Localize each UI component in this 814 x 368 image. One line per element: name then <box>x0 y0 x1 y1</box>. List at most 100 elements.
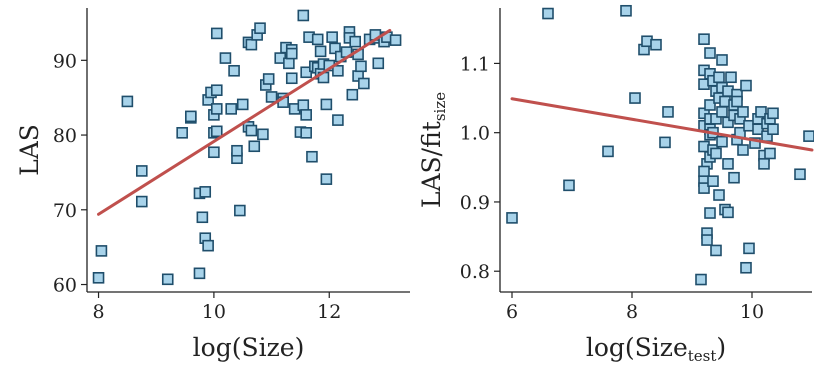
data-point <box>758 158 770 170</box>
data-point <box>283 57 295 70</box>
data-point <box>716 106 728 118</box>
data-point <box>650 38 662 51</box>
x-axis-title: log(Size) <box>193 333 305 362</box>
data-point <box>265 91 278 103</box>
x-tick-label: 6 <box>506 301 518 323</box>
x-tick-label: 8 <box>92 301 104 323</box>
data-point <box>620 4 632 17</box>
x-axis-title-main: log(Size <box>586 333 688 362</box>
data-point <box>332 114 344 126</box>
data-point <box>737 106 749 118</box>
data-point <box>389 34 402 46</box>
x-tick-label: 10 <box>202 301 226 323</box>
data-point <box>346 88 359 101</box>
data-point <box>767 123 779 136</box>
data-point <box>297 99 310 111</box>
y-tick-label: 1.1 <box>460 53 490 75</box>
x-axis-title-subscript: test <box>688 347 717 363</box>
data-point <box>176 127 188 139</box>
data-point <box>716 135 728 148</box>
data-point <box>563 179 575 192</box>
data-point <box>722 158 734 170</box>
y-tick-label: 70 <box>53 200 77 222</box>
data-point <box>358 77 370 90</box>
data-point <box>225 103 237 115</box>
data-point <box>794 168 806 181</box>
y-axis-title: LAS/fitsize <box>417 92 449 208</box>
data-point <box>743 242 755 255</box>
data-point <box>202 239 214 252</box>
data-point <box>306 150 318 163</box>
data-point <box>737 144 749 156</box>
data-point <box>285 47 298 60</box>
data-point <box>731 95 743 108</box>
data-point <box>320 173 333 185</box>
data-point <box>135 165 148 177</box>
data-point <box>300 109 312 121</box>
data-point <box>210 125 223 138</box>
data-point <box>210 84 223 97</box>
data-point <box>722 206 734 219</box>
data-point <box>749 137 761 149</box>
data-point <box>629 92 641 104</box>
data-point <box>245 124 258 137</box>
data-point <box>602 145 614 158</box>
data-point <box>300 66 312 79</box>
fit-line <box>97 28 392 216</box>
data-point <box>248 140 261 153</box>
y-axis-title-main: LAS/fit <box>417 121 446 208</box>
data-point <box>740 79 752 92</box>
data-point <box>231 144 243 157</box>
data-point <box>193 267 206 280</box>
data-point <box>710 244 722 257</box>
data-point <box>542 7 554 20</box>
y-axis-title-subscript: size <box>431 92 449 121</box>
data-point <box>698 182 710 194</box>
data-point <box>257 128 269 141</box>
data-point <box>710 113 722 125</box>
data-point <box>740 261 752 274</box>
y-tick-label: 60 <box>53 275 77 297</box>
data-point <box>219 52 232 64</box>
data-point <box>320 98 333 111</box>
data-point <box>300 127 312 139</box>
data-point <box>698 33 710 45</box>
y-tick-label: 1.0 <box>460 123 490 145</box>
data-point <box>716 54 728 66</box>
fit-line <box>510 97 814 152</box>
data-point <box>234 204 246 217</box>
data-point <box>707 175 719 187</box>
data-point <box>355 60 367 73</box>
x-axis-title-main: log(Size) <box>193 333 305 362</box>
data-point <box>704 47 716 59</box>
data-point <box>349 35 362 48</box>
data-point <box>297 9 310 22</box>
data-point <box>764 147 776 160</box>
data-point <box>326 31 338 43</box>
data-point <box>262 73 275 85</box>
y-axis-title-main: LAS <box>15 124 44 176</box>
data-point <box>728 171 740 184</box>
data-point <box>710 147 722 160</box>
data-point <box>254 22 266 34</box>
data-point <box>372 57 385 70</box>
data-point <box>713 189 725 201</box>
data-point <box>228 64 240 77</box>
data-point <box>135 195 148 208</box>
y-axis-title: LAS <box>15 124 44 176</box>
data-point <box>208 146 220 159</box>
data-point <box>701 234 713 246</box>
data-point <box>285 72 298 85</box>
x-tick-label: 10 <box>740 301 764 323</box>
data-point <box>245 38 258 51</box>
data-point <box>662 106 674 118</box>
y-tick-label: 0.9 <box>460 192 490 214</box>
data-point <box>161 273 174 286</box>
data-point <box>332 64 344 77</box>
data-point <box>210 103 223 115</box>
y-tick-label: 0.8 <box>460 261 490 283</box>
y-tick-label: 80 <box>53 125 77 147</box>
y-tick-label: 90 <box>53 50 77 72</box>
